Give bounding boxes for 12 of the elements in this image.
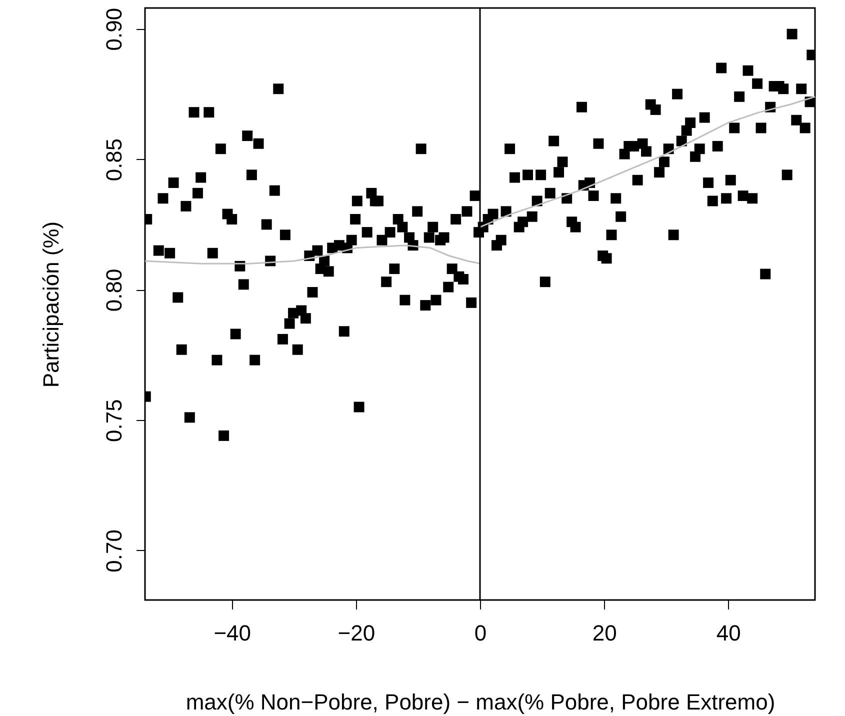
y-tick-label: 0.85 xyxy=(102,138,126,182)
x-axis-title: max(% Non−Pobre, Pobre) − max(% Pobre, Pobre Extremo) xyxy=(186,690,776,714)
y-tick-label: 0.80 xyxy=(102,268,126,312)
x-tick-label: −20 xyxy=(338,620,376,646)
x-tick-label: 20 xyxy=(592,620,617,646)
y-tick-label: 0.70 xyxy=(102,530,126,572)
x-tick-label: −40 xyxy=(214,620,252,646)
x-tick-label: 0 xyxy=(474,620,487,646)
y-tick-label: 0.90 xyxy=(102,8,126,51)
x-tick-label: 40 xyxy=(716,620,741,646)
y-axis-title: Participación (%) xyxy=(38,221,64,388)
y-tick-label: 0.75 xyxy=(102,399,126,442)
